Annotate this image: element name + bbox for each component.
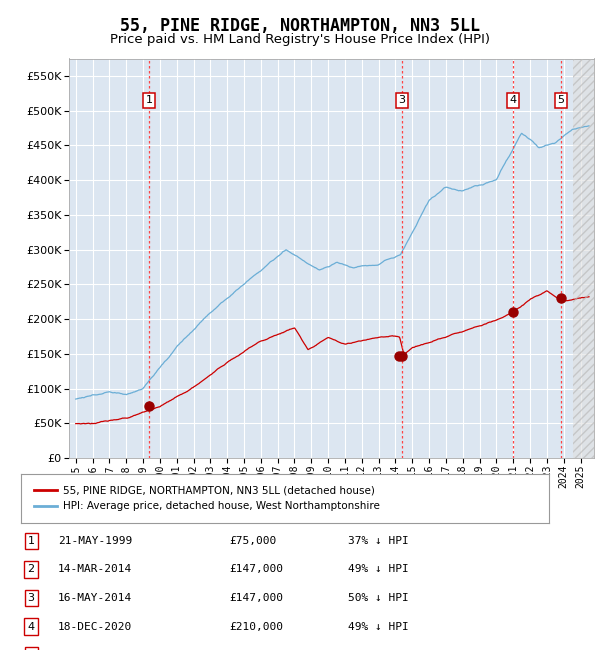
Text: 49% ↓ HPI: 49% ↓ HPI [348, 621, 409, 632]
Text: 21-MAY-1999: 21-MAY-1999 [58, 536, 132, 546]
Legend: 55, PINE RIDGE, NORTHAMPTON, NN3 5LL (detached house), HPI: Average price, detac: 55, PINE RIDGE, NORTHAMPTON, NN3 5LL (de… [29, 480, 385, 517]
Text: 3: 3 [398, 96, 405, 105]
Text: 18-DEC-2020: 18-DEC-2020 [58, 621, 132, 632]
Text: 37% ↓ HPI: 37% ↓ HPI [348, 536, 409, 546]
Text: 4: 4 [28, 621, 35, 632]
Text: £75,000: £75,000 [230, 536, 277, 546]
Text: £147,000: £147,000 [230, 593, 284, 603]
Text: 55, PINE RIDGE, NORTHAMPTON, NN3 5LL: 55, PINE RIDGE, NORTHAMPTON, NN3 5LL [120, 17, 480, 35]
Text: 1: 1 [28, 536, 35, 546]
Text: 3: 3 [28, 593, 35, 603]
Text: 1: 1 [146, 96, 153, 105]
Bar [574, 58, 594, 458]
Text: 16-MAY-2014: 16-MAY-2014 [58, 593, 132, 603]
Text: 50% ↓ HPI: 50% ↓ HPI [348, 593, 409, 603]
Text: Price paid vs. HM Land Registry's House Price Index (HPI): Price paid vs. HM Land Registry's House … [110, 32, 490, 46]
Bar [574, 58, 594, 458]
Text: £147,000: £147,000 [230, 564, 284, 575]
Text: 14-MAR-2014: 14-MAR-2014 [58, 564, 132, 575]
Text: 5: 5 [557, 96, 565, 105]
Text: 2: 2 [28, 564, 35, 575]
Text: 49% ↓ HPI: 49% ↓ HPI [348, 564, 409, 575]
Text: 4: 4 [509, 96, 516, 105]
Text: £210,000: £210,000 [230, 621, 284, 632]
